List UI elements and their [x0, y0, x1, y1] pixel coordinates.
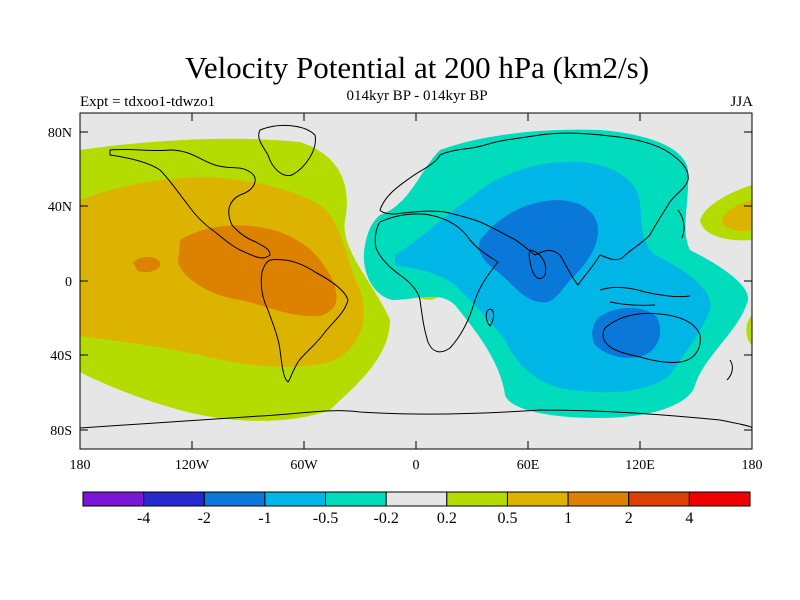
- colorbar-label: 0.5: [497, 510, 517, 527]
- colorbar-swatch: [688, 491, 751, 507]
- contour-band-1-2-west: [178, 225, 337, 317]
- y-tick-label: 80S: [50, 424, 72, 439]
- colorbar-swatch: [325, 491, 387, 507]
- contour-band-0.5-1-east: [722, 200, 752, 232]
- colorbar-label: 0.2: [437, 510, 457, 527]
- colorbar-label: 4: [685, 510, 693, 527]
- coastline-new-zealand: [726, 359, 733, 381]
- coastline-madagascar: [485, 308, 495, 327]
- x-tick-labels: 180 120W 60W 0 60E 120E 180: [70, 458, 763, 473]
- coastline-greenland: [258, 124, 316, 177]
- contour-band-neg2-neg1-south: [592, 307, 661, 358]
- colorbar-labels: -4 -2 -1 -0.5 -0.2 0.2 0.5 1 2 4: [137, 510, 693, 527]
- y-tick-label: 40S: [50, 349, 72, 364]
- x-tick-label: 0: [413, 458, 420, 473]
- coastline-eurasia: [379, 132, 689, 286]
- coastline-india: [528, 249, 547, 280]
- colorbar-label: -0.5: [313, 510, 338, 527]
- colorbar-swatch: [567, 491, 630, 507]
- y-tick-label: 40N: [48, 200, 72, 215]
- colorbar-label: 2: [625, 510, 633, 527]
- coastline-australia: [602, 312, 701, 363]
- coastline-south-america: [260, 259, 349, 383]
- axis-ticks: [79, 113, 753, 449]
- colorbar-swatch: [203, 491, 266, 507]
- contour-band-0.2-0.5-east-south: [746, 315, 752, 345]
- colorbar-swatch: [143, 491, 205, 507]
- colorbar: [82, 491, 751, 507]
- x-tick-label: 60W: [290, 458, 318, 473]
- map-subtitle: 014kyr BP - 014kyr BP: [346, 88, 488, 104]
- colorbar-swatch: [446, 491, 508, 507]
- colorbar-swatch: [264, 491, 327, 507]
- coastline-antarctica: [80, 409, 752, 429]
- contour-fills: [80, 129, 752, 421]
- season-label: JJA: [730, 94, 753, 110]
- y-tick-label: 0: [65, 275, 72, 290]
- coastline-maritime-continent: [599, 286, 691, 306]
- colorbar-label: -1: [258, 510, 271, 527]
- coastline-africa: [374, 213, 499, 353]
- x-tick-label: 120E: [625, 458, 655, 473]
- x-tick-label: 180: [742, 458, 763, 473]
- colorbar-label: -4: [137, 510, 150, 527]
- experiment-label: Expt = tdxoo1-tdwzo1: [80, 94, 216, 110]
- map-title: Velocity Potential at 200 hPa (km2/s): [184, 50, 650, 85]
- x-tick-label: 60E: [517, 458, 540, 473]
- colorbar-label: 1: [564, 510, 572, 527]
- x-tick-label: 120W: [175, 458, 210, 473]
- coastlines: [80, 124, 752, 429]
- x-tick-label: 180: [70, 458, 91, 473]
- colorbar-swatch: [628, 491, 690, 507]
- colorbar-label: -0.2: [374, 510, 399, 527]
- colorbar-swatch: [506, 491, 569, 507]
- colorbar-swatch: [385, 491, 448, 507]
- y-tick-labels: 80N 40N 0 40S 80S: [48, 126, 72, 439]
- colorbar-swatch: [82, 491, 145, 507]
- contour-band-1-2-west-small: [133, 256, 161, 272]
- y-tick-label: 80N: [48, 126, 72, 141]
- coastline-japan: [677, 209, 685, 239]
- contour-band-neg2-neg1: [478, 200, 598, 303]
- coastline-north-america: [109, 148, 271, 259]
- colorbar-label: -2: [198, 510, 211, 527]
